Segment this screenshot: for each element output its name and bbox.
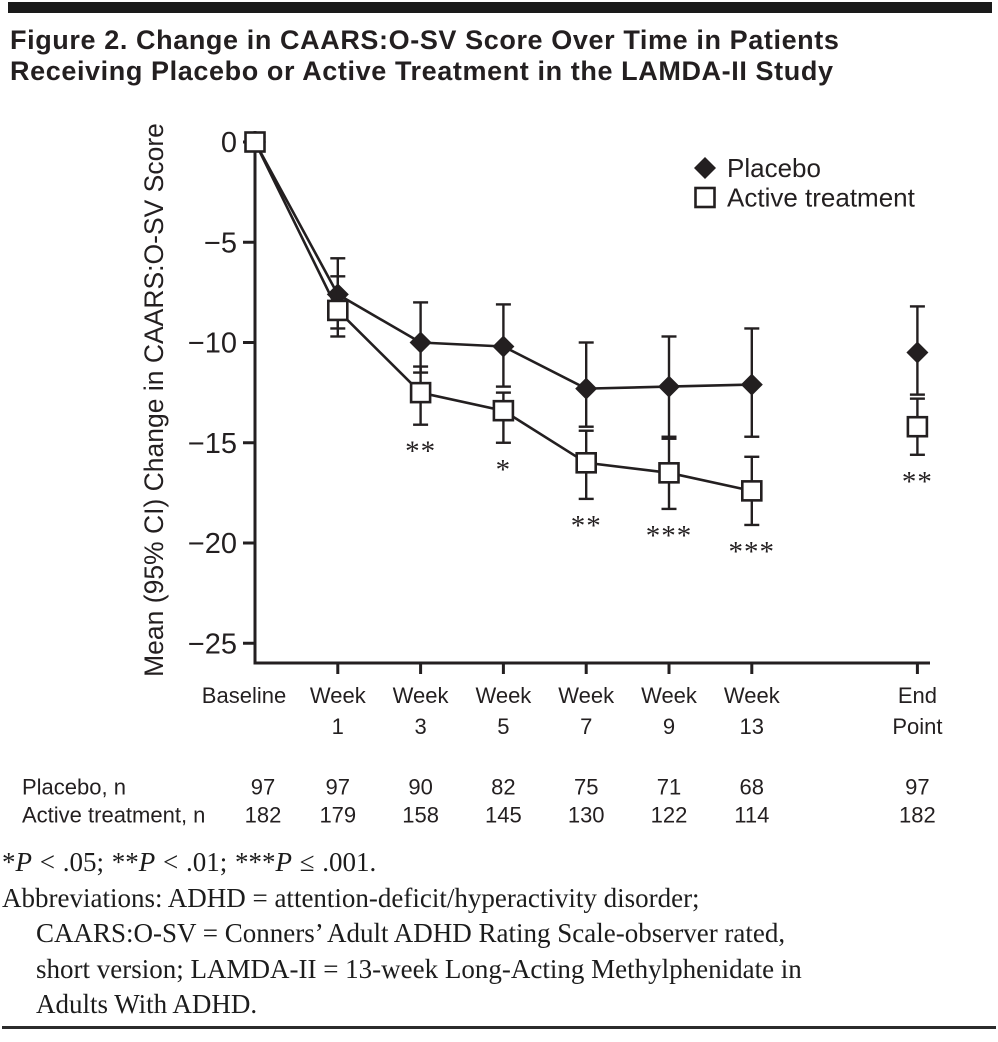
footnotes: *P < .05; **P < .01; ***P ≤ .001. Abbrev…	[2, 845, 994, 1023]
axes	[253, 131, 930, 665]
legend-label: Placebo	[727, 153, 821, 183]
n-table-row-label: Placebo, n	[22, 775, 126, 800]
series-active-marker	[326, 299, 349, 322]
series-placebo-marker	[492, 335, 515, 358]
n-table-value: 75	[574, 775, 598, 800]
y-axis-title: Mean (95% CI) Change in CAARS:O-SV Score	[139, 123, 169, 677]
n-table-value: 182	[899, 803, 936, 828]
y-tick-label: −15	[188, 428, 237, 460]
significance-note: *P < .05; **P < .01; ***P ≤ .001.	[2, 847, 377, 877]
x-category-label: 9	[663, 714, 675, 739]
significance-stars: **	[405, 436, 436, 468]
significance-stars: *	[496, 454, 512, 486]
series-active-marker	[658, 462, 680, 484]
series-active-marker	[244, 131, 266, 153]
x-category-labels: Baseline Week 1 Week 3 Week 5 Week 7 Week 9 Week 13 E…	[202, 683, 943, 739]
x-category-label: Point	[892, 714, 942, 739]
x-category-label: Week	[641, 683, 698, 708]
abbreviations: Abbreviations: ADHD = attention-deficit/…	[2, 881, 994, 1023]
significance-markers: ***** ********	[405, 436, 933, 568]
y-tick-label: 0	[221, 127, 237, 159]
abbreviations-line4: Adults With ADHD.	[36, 989, 258, 1019]
series-active-marker	[740, 480, 763, 502]
y-tick-label: −10	[188, 328, 237, 360]
legend-marker-placebo	[694, 157, 716, 179]
n-table-value: 97	[326, 775, 350, 800]
series-placebo-marker	[409, 331, 432, 354]
y-axis-ticks: 0 −5 −10 −15 −20 −25	[188, 127, 255, 660]
top-rule	[8, 2, 992, 13]
significance-stars: **	[571, 510, 602, 542]
n-table-value: 82	[491, 775, 515, 800]
series-active-marker	[409, 381, 432, 404]
x-category-label: 7	[580, 714, 592, 739]
series-active-marker	[492, 399, 515, 422]
n-table-row-label: Active treatment, n	[22, 803, 205, 828]
n-table-value: 114	[734, 803, 769, 828]
figure-title: Figure 2. Change in CAARS:O-SV Score Ove…	[10, 25, 994, 87]
series-placebo	[244, 131, 929, 438]
x-category-label: 13	[740, 714, 764, 739]
abbreviations-line2: CAARS:O-SV = Conners’ Adult ADHD Rating …	[36, 918, 786, 948]
n-table-value: 179	[319, 803, 356, 828]
significance-stars: **	[902, 466, 933, 498]
x-category-label: End	[898, 683, 937, 708]
x-category-label: Week	[724, 683, 781, 708]
x-category-label: Baseline	[202, 683, 286, 708]
series-placebo-marker	[906, 341, 929, 364]
series-active-marker	[575, 451, 598, 474]
x-category-label: 1	[332, 714, 344, 739]
n-table-value: 97	[905, 775, 929, 800]
series-active-marker	[906, 415, 929, 438]
series-placebo-marker	[575, 377, 598, 400]
legend-marker-active	[694, 186, 716, 209]
series-placebo-marker	[740, 373, 763, 396]
y-tick-label: −20	[188, 528, 237, 560]
n-table-value: 122	[651, 803, 688, 828]
significance-stars: ***	[646, 520, 693, 552]
n-table-value: 145	[485, 803, 522, 828]
n-table: Placebo, n 97 97 90 82 75 71 68 97 Active treatme…	[22, 775, 936, 828]
abbreviations-line1: Abbreviations: ADHD = attention-deficit/…	[2, 882, 700, 913]
x-category-label: Week	[475, 683, 532, 708]
y-tick-label: −25	[188, 628, 237, 660]
n-table-value: 182	[245, 803, 282, 828]
x-category-label: Week	[310, 683, 367, 708]
figure-title-line1: Figure 2. Change in CAARS:O-SV Score Ove…	[10, 25, 840, 55]
x-category-label: Week	[393, 683, 450, 708]
n-table-value: 97	[251, 775, 275, 800]
n-table-value: 71	[657, 775, 681, 800]
legend-label: Active treatment	[727, 183, 916, 213]
significance-stars: ***	[729, 536, 776, 568]
x-axis-ticks	[336, 663, 919, 674]
series-active	[244, 131, 929, 527]
n-table-value: 158	[402, 803, 439, 828]
x-category-label: Week	[558, 683, 615, 708]
n-table-value: 68	[740, 775, 764, 800]
series-placebo-marker	[658, 375, 680, 398]
n-table-value: 130	[568, 803, 605, 828]
y-tick-label: −5	[204, 227, 237, 259]
x-category-label: 3	[414, 714, 426, 739]
abbreviations-line3: short version; LAMDA-II = 13-week Long-A…	[36, 953, 802, 984]
bottom-rule	[2, 1026, 996, 1029]
figure-title-line2: Receiving Placebo or Active Treatment in…	[10, 56, 834, 86]
n-table-value: 90	[408, 775, 432, 800]
x-category-label: 5	[497, 714, 509, 739]
